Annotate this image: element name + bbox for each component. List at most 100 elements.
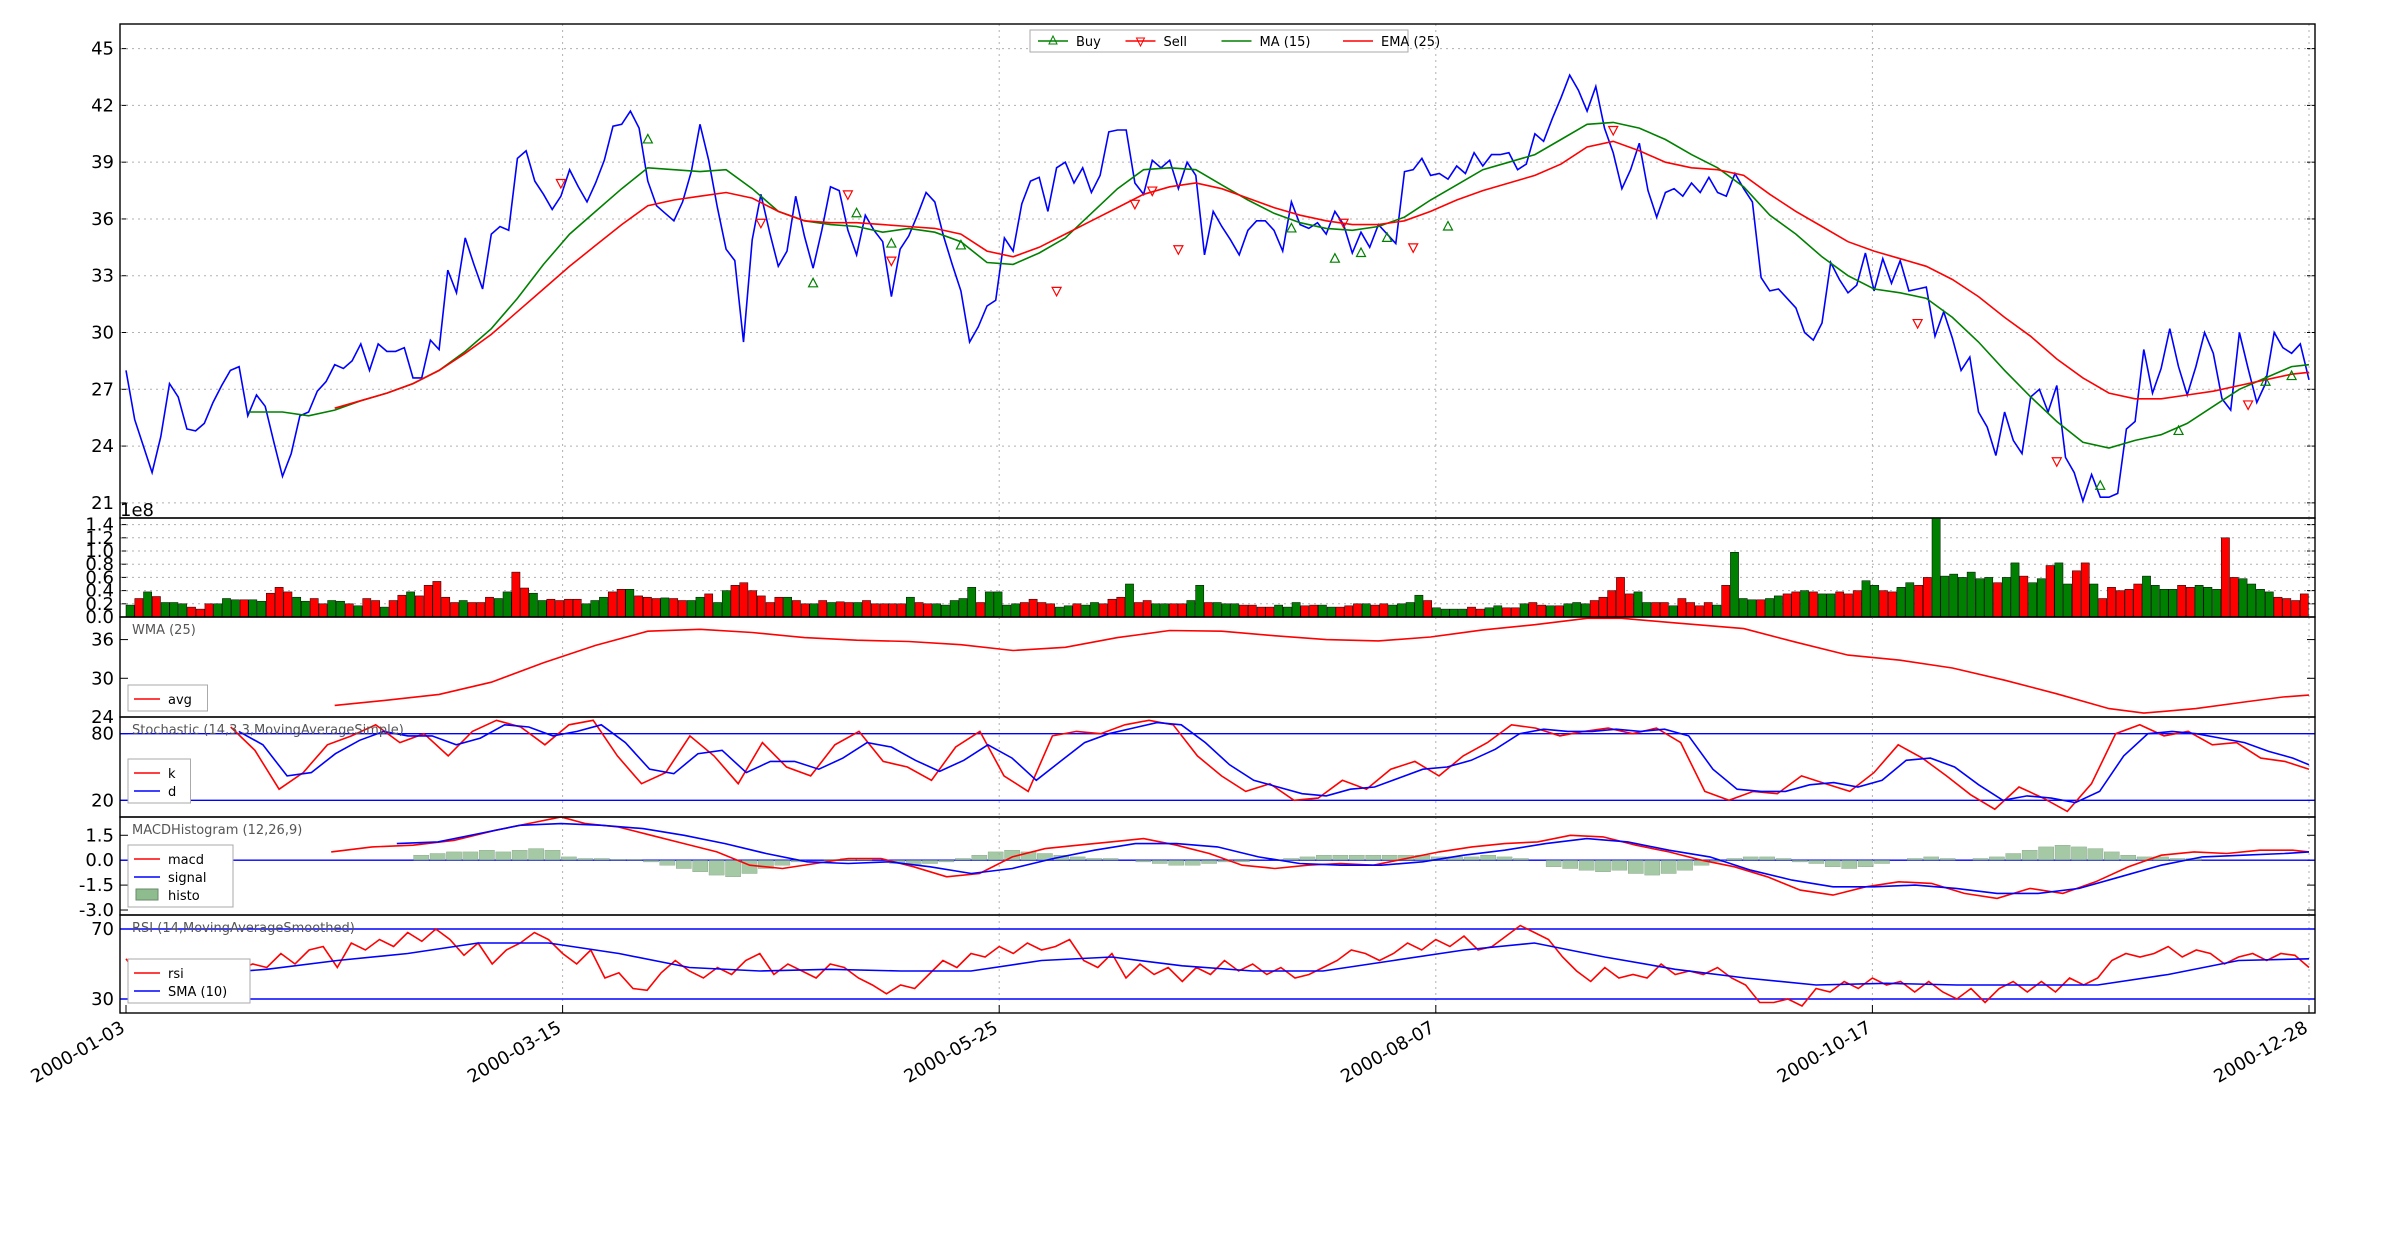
histogram-bar [479,850,495,861]
volume-bar [1396,603,1406,618]
histogram-bar [1906,858,1923,861]
histogram-bar [1627,860,1644,874]
histogram-bar [1578,860,1595,871]
y-tick-label: 1.5 [85,825,114,846]
legend-label: avg [168,693,192,708]
y-tick-label: 1.0 [85,541,114,562]
volume-bar [1914,585,1923,618]
y-tick-label: 45 [91,39,114,60]
histogram-bar [1201,860,1217,864]
volume-bar [143,591,152,618]
histogram-bar [1480,855,1496,861]
volume-bar [1537,604,1546,618]
volume-bar [1467,606,1476,618]
volume-bar [1283,606,1292,618]
volume-bar [160,602,170,618]
volume-bar [1160,603,1169,618]
volume-bar [1782,593,1792,618]
volume-bar [1037,602,1047,618]
histogram-bar [1463,856,1480,861]
volume-bar [923,603,933,618]
buy-signal-marker [1355,246,1367,258]
volume-bar [564,598,573,618]
volume-bar [371,600,380,618]
histogram-bar [2120,855,2137,861]
volume-bar [721,590,731,618]
x-tick-label: 2000-01-03 [27,1017,128,1087]
histogram-bar [725,860,741,878]
volume-bar [774,596,784,618]
volume-bar [2273,596,2283,618]
volume-bar [1019,602,1029,618]
volume-bar [1125,583,1134,618]
histogram-bar [1135,860,1152,863]
volume-bar [432,581,442,618]
histogram-bar [1660,860,1677,874]
volume-bar [1686,602,1695,618]
volume-scale-label: 1e8 [120,500,154,521]
volume-bar [765,602,775,618]
volume-bar [1274,604,1283,618]
histogram-bar [1168,860,1184,866]
volume-bar [1239,604,1248,618]
volume-bar [2089,583,2099,618]
volume-bar [230,599,240,618]
volume-bar [2229,577,2239,618]
volume-bar [1493,605,1503,618]
volume-bar [958,598,968,618]
volume-bar [1756,599,1766,618]
volume-bar [1423,600,1432,618]
y-tick-label: 1.2 [85,528,114,549]
series-ma-15 [247,121,2310,449]
volume-bar [1081,604,1091,618]
volume-bar [1326,606,1336,618]
volume-bar [485,596,494,618]
buy-signal-marker [1329,252,1341,263]
legend-box [127,684,208,712]
panel-frame [119,914,2316,1014]
buy-signal-marker [642,133,654,144]
x-tick-label: 2000-08-07 [1337,1017,1438,1087]
volume-bar [406,591,415,618]
volume-bar [634,595,643,618]
x-tick-label: 2000-10-17 [1774,1017,1875,1087]
volume-bar [625,589,635,618]
macd-panel: -3.0 -1.5 0.0 1.5 MACDHistogram (12,26,9) mac… [79,816,2316,921]
volume-bar [1098,603,1108,618]
histogram-bar [2087,848,2104,861]
volume-bar [415,595,424,618]
histogram-bar [1513,858,1529,861]
volume-bar [318,603,328,618]
volume-bar [1046,603,1055,618]
volume-bar [266,592,275,618]
volume-bar [897,603,906,618]
volume-bar [2142,575,2151,618]
volume-bar [493,598,503,618]
volume-bar [2010,562,2020,618]
volume-bar [204,603,214,618]
volume-bar [379,606,389,618]
histogram-bar [429,853,446,861]
volume-bar [125,604,135,618]
panel-frame [119,716,2316,818]
volume-bar [134,598,144,618]
volume-bar [1370,604,1380,618]
histogram-bar [2021,850,2038,861]
legend-box [1029,29,1409,53]
y-tick-label: 0.6 [85,567,114,588]
volume-bar [1353,603,1362,618]
volume-bar [476,602,486,618]
volume-bar [984,591,994,618]
volume-bar [1546,605,1555,618]
volume-bar [1922,577,1932,618]
histogram-bar [1874,860,1890,864]
buy-signal-marker [955,239,967,250]
histogram-bar [1020,851,1037,861]
volume-bar [274,587,284,618]
volume-bar [792,600,801,618]
volume-bar [344,603,354,618]
volume-bar [783,596,792,618]
histogram-bar [1348,855,1365,861]
volume-bar [388,600,398,618]
histogram-bar [1365,855,1381,861]
